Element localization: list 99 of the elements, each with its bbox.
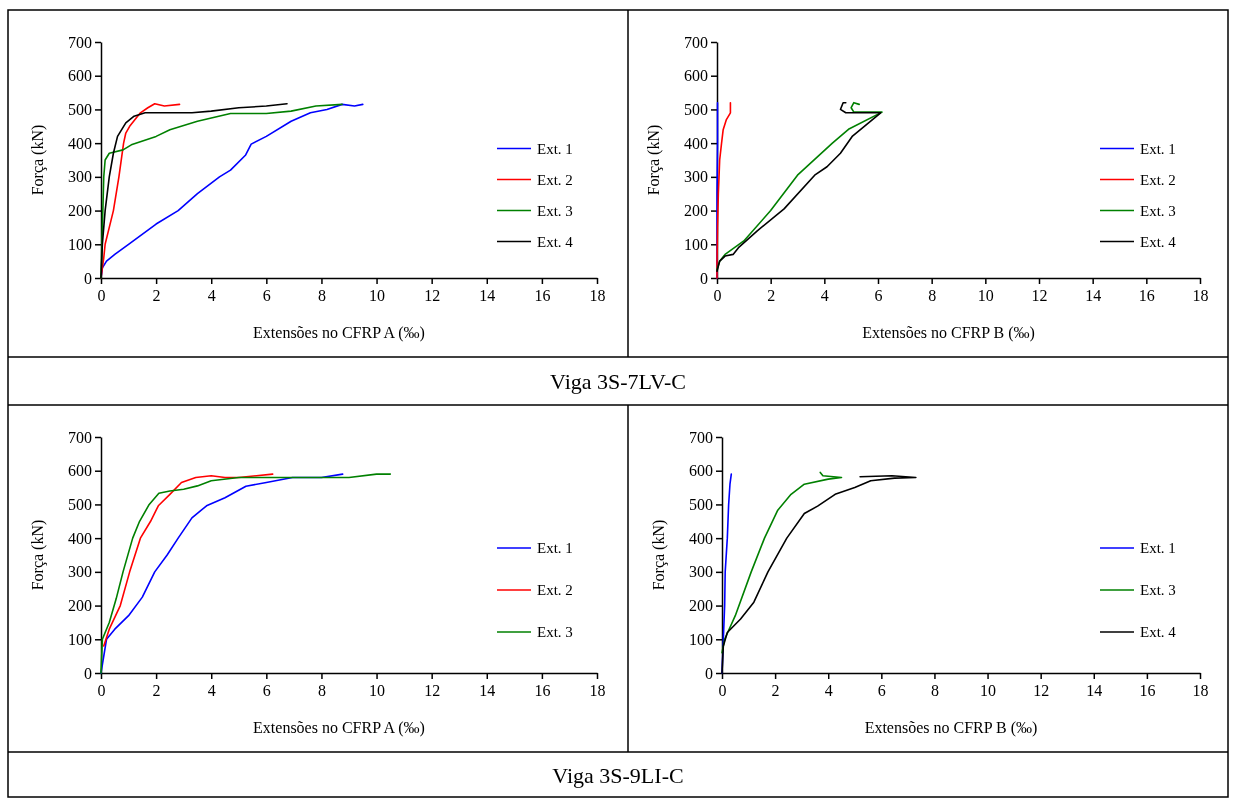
legend-label: Ext. 3 <box>1140 202 1176 219</box>
text: Viga 3S-9LI-C <box>552 762 684 788</box>
y-axis-title: Força (kN) <box>29 519 47 591</box>
y-tick-label: 0 <box>84 269 92 287</box>
x-tick-label: 0 <box>718 682 727 700</box>
y-tick-label: 300 <box>684 168 708 186</box>
y-tick-label: 700 <box>68 428 92 446</box>
x-tick-label: 0 <box>97 682 106 700</box>
x-tick-label: 16 <box>534 287 551 305</box>
x-tick-label: 14 <box>479 287 496 305</box>
x-axis-title: Extensões no CFRP B (‰) <box>862 324 1035 342</box>
x-tick-label: 4 <box>207 287 216 305</box>
x-tick-label: 18 <box>1192 682 1209 700</box>
legend-label: Ext. 1 <box>1140 540 1176 556</box>
x-tick-label: 4 <box>820 287 829 305</box>
legend-label: Ext. 4 <box>1140 233 1177 250</box>
legend-label: Ext. 1 <box>1140 140 1176 157</box>
y-tick-label: 400 <box>68 134 92 152</box>
y-tick-label: 100 <box>68 630 92 648</box>
y-tick-label: 400 <box>68 529 92 547</box>
legend-label: Ext. 2 <box>537 171 573 188</box>
x-tick-label: 0 <box>97 287 106 305</box>
x-tick-label: 12 <box>424 287 441 305</box>
x-tick-label: 12 <box>1031 287 1048 305</box>
legend-label: Ext. 2 <box>1140 171 1176 188</box>
x-tick-label: 16 <box>1138 287 1155 305</box>
y-tick-label: 600 <box>684 67 708 85</box>
x-tick-label: 8 <box>928 287 937 305</box>
x-tick-label: 14 <box>1086 682 1103 700</box>
y-tick-label: 0 <box>700 269 708 287</box>
y-tick-label: 200 <box>684 202 708 220</box>
legend-label: Ext. 3 <box>1140 582 1176 598</box>
x-tick-label: 10 <box>369 287 386 305</box>
x-tick-label: 8 <box>317 287 326 305</box>
y-tick-label: 500 <box>684 101 708 119</box>
x-tick-label: 10 <box>977 287 994 305</box>
legend-label: Ext. 3 <box>537 624 573 640</box>
legend-label: Ext. 4 <box>537 233 574 250</box>
line-series <box>716 101 732 279</box>
legend-label: Ext. 2 <box>537 582 573 598</box>
y-axis-title: Força (kN) <box>650 519 668 591</box>
text: Viga 3S-7LV-C <box>550 369 686 394</box>
x-tick-label: 12 <box>424 682 441 700</box>
x-tick-label: 6 <box>262 682 271 700</box>
y-tick-label: 200 <box>68 597 92 615</box>
legend-label: Ext. 3 <box>537 202 573 219</box>
y-tick-label: 300 <box>689 563 713 581</box>
x-axis-title: Extensões no CFRP A (‰) <box>253 324 425 342</box>
x-tick-label: 2 <box>767 287 776 305</box>
y-axis-title: Força (kN) <box>645 124 663 196</box>
y-tick-label: 700 <box>68 33 92 51</box>
x-tick-label: 2 <box>152 682 161 700</box>
y-tick-label: 700 <box>684 33 708 51</box>
y-tick-label: 700 <box>689 428 713 446</box>
y-axis-title: Força (kN) <box>29 124 47 196</box>
y-tick-label: 100 <box>684 235 708 253</box>
x-tick-label: 6 <box>877 682 886 700</box>
y-tick-label: 300 <box>68 168 92 186</box>
y-tick-label: 400 <box>684 134 708 152</box>
x-tick-label: 18 <box>589 287 606 305</box>
y-tick-label: 600 <box>68 67 92 85</box>
x-tick-label: 10 <box>369 682 386 700</box>
x-tick-label: 4 <box>824 682 833 700</box>
x-tick-label: 16 <box>534 682 551 700</box>
legend-label: Ext. 1 <box>537 140 573 157</box>
y-tick-label: 500 <box>689 496 713 514</box>
x-tick-label: 2 <box>152 287 161 305</box>
legend-label: Ext. 4 <box>1140 624 1177 640</box>
y-tick-label: 600 <box>68 462 92 480</box>
y-tick-label: 300 <box>68 563 92 581</box>
y-tick-label: 100 <box>689 630 713 648</box>
x-axis-title: Extensões no CFRP A (‰) <box>253 719 425 737</box>
y-tick-label: 500 <box>68 101 92 119</box>
y-tick-label: 500 <box>68 496 92 514</box>
y-tick-label: 100 <box>68 235 92 253</box>
x-tick-label: 6 <box>874 287 883 305</box>
line-series <box>102 473 274 647</box>
y-tick-label: 0 <box>705 664 713 682</box>
x-axis-title: Extensões no CFRP B (‰) <box>864 719 1038 737</box>
x-tick-label: 14 <box>1085 287 1102 305</box>
x-tick-label: 12 <box>1033 682 1050 700</box>
line-series <box>721 471 843 654</box>
x-tick-label: 16 <box>1139 682 1156 700</box>
legend-label: Ext. 1 <box>537 540 573 556</box>
x-tick-label: 10 <box>980 682 997 700</box>
y-tick-label: 200 <box>689 597 713 615</box>
y-tick-label: 0 <box>84 664 92 682</box>
x-tick-label: 18 <box>1192 287 1209 305</box>
x-tick-label: 8 <box>930 682 939 700</box>
x-tick-label: 2 <box>771 682 780 700</box>
x-tick-label: 8 <box>317 682 326 700</box>
x-tick-label: 18 <box>589 682 606 700</box>
y-tick-label: 200 <box>68 202 92 220</box>
line-series <box>100 473 392 674</box>
x-tick-label: 14 <box>479 682 496 700</box>
x-tick-label: 6 <box>262 287 271 305</box>
x-tick-label: 4 <box>207 682 216 700</box>
y-tick-label: 400 <box>689 529 713 547</box>
y-tick-label: 600 <box>689 462 713 480</box>
